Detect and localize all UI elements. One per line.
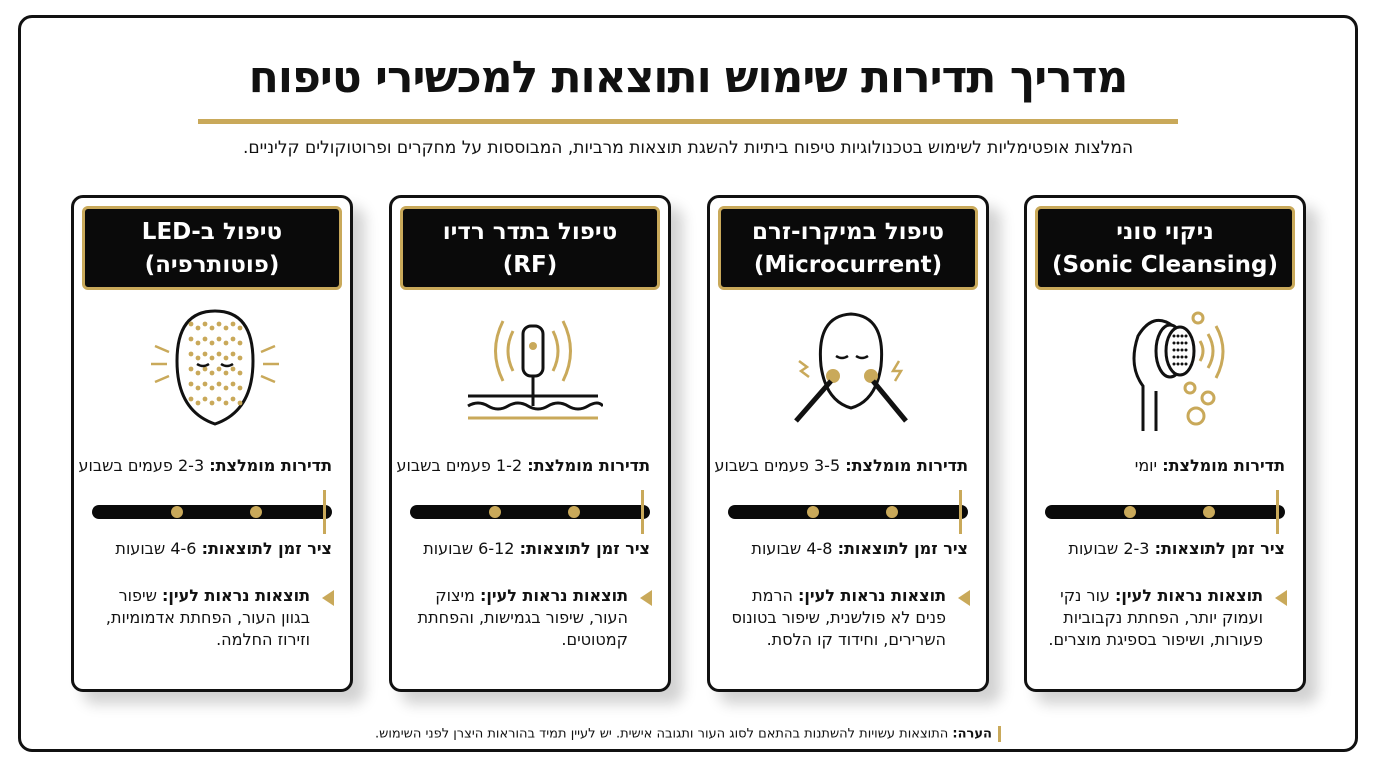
page-subtitle: המלצות אופטימליות לשימוש בטכנולוגיות טיפ… — [242, 138, 1134, 158]
frequency-text: תדירות מומלצת: 1-2 פעמים בשבוע — [397, 456, 650, 475]
device-card: טיפול בתדר רדיו (RF) תדירות מומלצת: 1-2 פ… — [389, 195, 671, 692]
timeline-dot — [807, 506, 820, 518]
timeline-marker — [1276, 490, 1279, 534]
timeline-dot — [568, 506, 581, 518]
device-card: ניקוי סוני (Sonic Cleansing) תדירות מומלצ… — [1024, 195, 1306, 692]
card-subtitle: (RF) — [502, 252, 558, 278]
timeline-label: ציר זמן לתוצאות: — [519, 539, 650, 558]
bullet-triangle-icon — [322, 590, 334, 606]
frequency-label: תדירות מומלצת: — [527, 456, 650, 475]
footnote: הערה: התוצאות עשויות להשתנות בהתאם לסוג … — [0, 726, 1376, 742]
timeline-marker — [641, 490, 644, 534]
timeline-text: ציר זמן לתוצאות: 6-12 שבועות — [402, 539, 650, 558]
timeline-dot — [250, 506, 263, 518]
card-title: טיפול במיקרו-זרם — [751, 219, 945, 245]
results-value: שיפור בגוון העור, הפחתת אדמומיות, וזירוז… — [105, 586, 310, 649]
timeline-label: ציר זמן לתוצאות: — [1154, 539, 1285, 558]
card-header: ניקוי סוני (Sonic Cleansing) — [1035, 206, 1295, 290]
results-text: תוצאות נראות לעין: הרמת פנים לא פולשנית,… — [724, 585, 946, 651]
note-text: התוצאות עשויות להשתנות בהתאם לסוג העור ו… — [375, 726, 949, 742]
results-value: עור נקי ועמוק יותר, הפחתת נקבוביות פעורו… — [1048, 586, 1263, 649]
timeline-value: 4-8 שבועות — [751, 539, 833, 558]
card-header: טיפול בתדר רדיו (RF) — [400, 206, 660, 290]
results-value: מיצוק העור, שיפור בגמישות, והפחתת קמטוטי… — [417, 586, 628, 649]
frequency-text: תדירות מומלצת: יומי — [1037, 456, 1285, 475]
led-mask-icon — [145, 306, 285, 431]
bullet-triangle-icon — [1275, 590, 1287, 606]
timeline-text: ציר זמן לתוצאות: 4-6 שבועות — [84, 539, 332, 558]
card-title: טיפול בתדר רדיו — [442, 219, 618, 245]
card-subtitle: (פוטותרפיה) — [144, 252, 280, 278]
device-card: טיפול במיקרו-זרם (Microcurrent) תדירות מו… — [707, 195, 989, 692]
frequency-label: תדירות מומלצת: — [845, 456, 968, 475]
timeline-text: ציר זמן לתוצאות: 2-3 שבועות — [1037, 539, 1285, 558]
frequency-value: 3-5 פעמים בשבוע — [714, 456, 841, 475]
results-text: תוצאות נראות לעין: שיפור בגוון העור, הפח… — [88, 585, 310, 651]
frequency-label: תדירות מומלצת: — [209, 456, 332, 475]
bullet-triangle-icon — [958, 590, 970, 606]
results-label: תוצאות נראות לעין: — [480, 586, 628, 605]
results-label: תוצאות נראות לעין: — [1115, 586, 1263, 605]
timeline-marker — [959, 490, 962, 534]
timeline-text: ציר זמן לתוצאות: 4-8 שבועות — [720, 539, 968, 558]
results-text: תוצאות נראות לעין: עור נקי ועמוק יותר, ה… — [1041, 585, 1263, 651]
timeline-bar — [1045, 490, 1285, 534]
card-subtitle: (Microcurrent) — [753, 252, 943, 278]
card-header: טיפול ב-LED (פוטותרפיה) — [82, 206, 342, 290]
timeline-bar — [92, 490, 332, 534]
frequency-text: תדירות מומלצת: 2-3 פעמים בשבוע — [79, 456, 332, 475]
results-label: תוצאות נראות לעין: — [162, 586, 310, 605]
timeline-dot — [489, 506, 502, 518]
frequency-value: 2-3 פעמים בשבוע — [78, 456, 205, 475]
timeline-bar — [728, 490, 968, 534]
page-title: מדריך תדירות שימוש ותוצאות למכשירי טיפוח — [248, 52, 1129, 103]
timeline-dot — [886, 506, 899, 518]
results-text: תוצאות נראות לעין: מיצוק העור, שיפור בגמ… — [406, 585, 628, 651]
frequency-label: תדירות מומלצת: — [1162, 456, 1285, 475]
microcurrent-face-icon — [781, 306, 921, 431]
frequency-value: יומי — [1134, 456, 1158, 475]
card-header: טיפול במיקרו-זרם (Microcurrent) — [718, 206, 978, 290]
title-underline — [198, 119, 1178, 124]
card-subtitle: (Sonic Cleansing) — [1052, 252, 1278, 278]
note-label: הערה: — [952, 726, 992, 742]
timeline-label: ציר זמן לתוצאות: — [201, 539, 332, 558]
rf-device-icon — [463, 306, 605, 431]
card-title: טיפול ב-LED — [141, 219, 283, 245]
card-title: ניקוי סוני — [1116, 219, 1214, 245]
frequency-text: תדירות מומלצת: 3-5 פעמים בשבוע — [715, 456, 968, 475]
timeline-value: 6-12 שבועות — [423, 539, 515, 558]
timeline-value: 2-3 שבועות — [1068, 539, 1150, 558]
device-card: טיפול ב-LED (פוטותרפיה) תדירות מומלצת: 2-… — [71, 195, 353, 692]
results-value: הרמת פנים לא פולשנית, שיפור בטונוס השריר… — [731, 586, 946, 649]
timeline-dot — [171, 506, 184, 518]
note-marker — [997, 726, 1001, 742]
timeline-label: ציר זמן לתוצאות: — [837, 539, 968, 558]
timeline-dot — [1124, 506, 1137, 518]
sonic-brush-icon — [1098, 306, 1238, 431]
bullet-triangle-icon — [640, 590, 652, 606]
timeline-value: 4-6 שבועות — [115, 539, 197, 558]
timeline-dot — [1203, 506, 1216, 518]
results-label: תוצאות נראות לעין: — [798, 586, 946, 605]
frequency-value: 1-2 פעמים בשבוע — [396, 456, 523, 475]
timeline-marker — [323, 490, 326, 534]
timeline-bar — [410, 490, 650, 534]
